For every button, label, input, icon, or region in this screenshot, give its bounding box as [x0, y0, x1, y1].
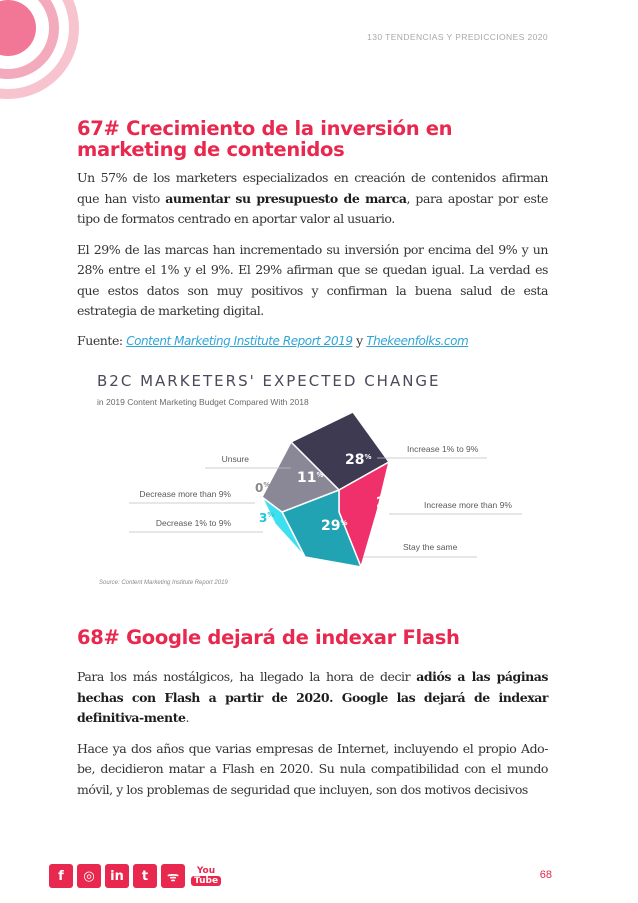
chart-source: Source: Content Marketing Institute Repo… — [99, 580, 228, 586]
section-67-paragraph-2: El 29% de las marcas han incrementado su… — [77, 241, 548, 319]
chart-title: B2C MARKETERS' EXPECTED CHANGE — [97, 372, 441, 390]
corner-decoration — [0, 0, 80, 110]
social-icons: f ◎ in t ᯤ You Tube — [49, 864, 223, 888]
section-68-paragraph-1: Para los más nostálgicos, ha llegado la … — [77, 669, 548, 725]
section-67-paragraph-1: Un 57% de los marketers especializados e… — [77, 170, 548, 226]
facebook-icon[interactable]: f — [49, 864, 73, 888]
slice-category-label-1: Increase more than 9% — [424, 500, 512, 510]
instagram-icon[interactable]: ◎ — [77, 864, 101, 888]
slice-category-label-0: Increase 1% to 9% — [407, 444, 479, 454]
section-67-title: 67# Crecimiento de la inversión en marke… — [77, 117, 453, 161]
page-number: 68 — [539, 869, 552, 881]
section-67: 67# Crecimiento de la inversión en marke… — [77, 118, 548, 351]
twitter-icon[interactable]: t — [133, 864, 157, 888]
rss-icon[interactable]: ᯤ — [161, 864, 185, 888]
section-68: 68# Google dejará de indexar Flash Para … — [77, 627, 548, 800]
slice-category-label-3: Decrease 1% to 9% — [156, 518, 232, 528]
running-header: 130 TENDENCIAS Y PREDICCIONES 2020 — [367, 32, 548, 42]
source-link-thekeenfolks[interactable]: Thekeenfolks.com — [366, 333, 469, 348]
chart-subtitle: in 2019 Content Marketing Budget Compare… — [97, 397, 309, 407]
source-link-cmi[interactable]: Content Marketing Institute Report 2019 — [126, 333, 353, 348]
slice-category-label-5: Unsure — [222, 454, 250, 464]
slice-value-label-3: 3% — [259, 511, 274, 525]
slice-value-label-1: 29% — [376, 495, 403, 511]
section-68-title: 68# Google dejará de indexar Flash — [77, 626, 460, 649]
pie-slice-5 — [261, 440, 341, 513]
linkedin-icon[interactable]: in — [105, 864, 129, 888]
youtube-icon[interactable]: You Tube — [189, 864, 223, 888]
slice-category-label-4: Decrease more than 9% — [139, 489, 231, 499]
chart-svg: 28%29%29%3%0% 11%Increase 1% to 9%Increas… — [129, 411, 522, 570]
slice-category-label-2: Stay the same — [403, 542, 458, 552]
source-line: Fuente: Content Marketing Institute Repo… — [77, 332, 469, 348]
section-68-paragraph-2: Hace ya dos años que varias empresas de … — [77, 740, 548, 797]
chart-figure: B2C MARKETERS' EXPECTED CHANGE in 2019 C… — [77, 362, 557, 592]
